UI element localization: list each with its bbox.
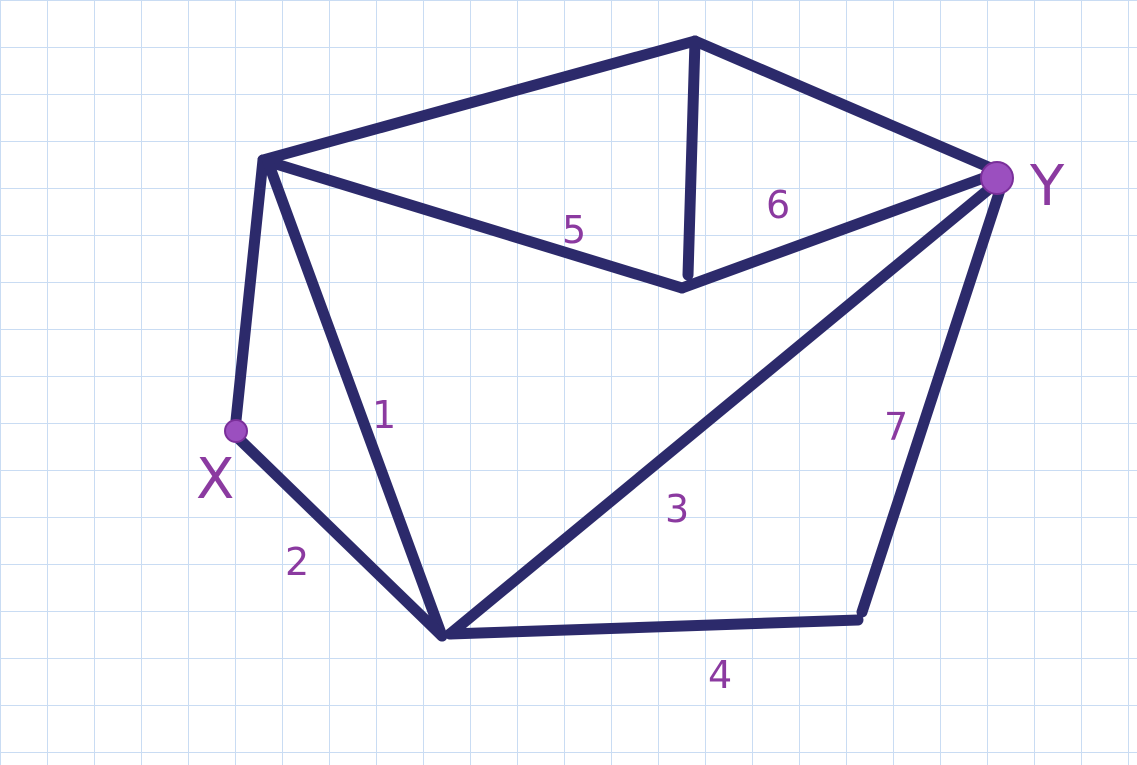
- edge-label: 1: [372, 393, 396, 437]
- edge-label: 4: [708, 653, 732, 697]
- edge: [689, 35, 1006, 178]
- edge: [676, 166, 1006, 294]
- node-y-label: Y: [1029, 154, 1065, 219]
- node-y-marker: [980, 161, 1014, 195]
- edge: [856, 184, 1006, 618]
- edge: [262, 156, 448, 642]
- edge: [257, 35, 701, 166]
- edge: [682, 35, 701, 281]
- edge: [257, 154, 688, 294]
- node-x-marker: [224, 419, 248, 443]
- edge: [229, 429, 448, 642]
- edge-label: 5: [562, 208, 586, 252]
- node-x-label: X: [196, 447, 234, 512]
- edge: [444, 174, 1006, 640]
- edge-label: 7: [884, 405, 908, 449]
- edge-label: 2: [285, 540, 309, 584]
- edge: [229, 154, 269, 436]
- edge-label: 6: [766, 183, 790, 227]
- edge: [444, 614, 864, 640]
- edge-label: 3: [665, 487, 689, 531]
